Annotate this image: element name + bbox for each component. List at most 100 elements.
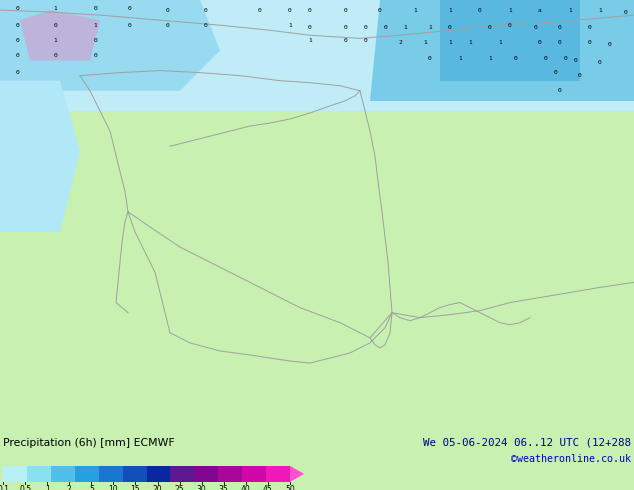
Text: 0: 0: [363, 38, 367, 43]
Text: 0: 0: [53, 53, 57, 58]
Bar: [51, 466, 75, 482]
Text: 1: 1: [448, 40, 452, 45]
Text: 1: 1: [423, 40, 427, 45]
Text: 0: 0: [308, 24, 312, 30]
Text: 2: 2: [398, 40, 402, 45]
Text: 0: 0: [258, 7, 262, 13]
Text: 0: 0: [203, 7, 207, 13]
Text: 0: 0: [308, 7, 312, 13]
Text: 1: 1: [53, 5, 57, 11]
Text: 0: 0: [488, 24, 492, 30]
Text: 0: 0: [16, 70, 20, 75]
Text: 0: 0: [166, 23, 170, 28]
Text: 0: 0: [93, 53, 97, 58]
Text: 1: 1: [288, 23, 292, 28]
Text: 0.1: 0.1: [0, 485, 9, 490]
Bar: [122, 466, 146, 482]
Text: 0: 0: [343, 38, 347, 43]
Text: 0: 0: [553, 70, 557, 75]
Text: 0: 0: [53, 23, 57, 28]
Text: 1: 1: [308, 38, 312, 43]
Text: 30: 30: [197, 485, 207, 490]
Text: 0: 0: [478, 7, 482, 13]
Text: 0: 0: [363, 24, 367, 30]
Text: 0: 0: [533, 24, 537, 30]
Text: 0: 0: [623, 10, 627, 15]
Text: 2: 2: [67, 485, 72, 490]
Text: 0: 0: [343, 7, 347, 13]
Bar: [3, 466, 27, 482]
Text: 50: 50: [285, 485, 295, 490]
Bar: [75, 466, 99, 482]
Text: 1: 1: [93, 23, 97, 28]
Text: 0: 0: [578, 73, 582, 78]
Polygon shape: [440, 0, 580, 81]
Text: 0: 0: [428, 56, 432, 61]
Bar: [218, 466, 242, 482]
Text: 0: 0: [448, 24, 452, 30]
Text: 0: 0: [588, 24, 592, 30]
Polygon shape: [20, 10, 100, 60]
Bar: [266, 466, 290, 482]
Text: 0: 0: [538, 40, 542, 45]
Text: 1: 1: [498, 40, 502, 45]
Text: 0: 0: [378, 7, 382, 13]
Text: 0: 0: [166, 7, 170, 13]
Text: 0: 0: [343, 24, 347, 30]
Text: 0: 0: [93, 5, 97, 11]
Text: 0: 0: [513, 56, 517, 61]
Text: 1: 1: [413, 7, 417, 13]
Text: 1: 1: [45, 485, 49, 490]
Bar: [146, 466, 171, 482]
Bar: [27, 466, 51, 482]
Text: 0: 0: [203, 23, 207, 28]
Text: 45: 45: [263, 485, 273, 490]
Text: 1: 1: [448, 7, 452, 13]
Text: 35: 35: [219, 485, 229, 490]
Text: 20: 20: [153, 485, 162, 490]
Text: 0: 0: [383, 24, 387, 30]
Text: 0: 0: [128, 23, 132, 28]
Text: Precipitation (6h) [mm] ECMWF: Precipitation (6h) [mm] ECMWF: [3, 438, 174, 448]
Text: 0.5: 0.5: [19, 485, 31, 490]
Text: 0: 0: [608, 42, 612, 47]
Text: 1: 1: [403, 24, 407, 30]
Text: 40: 40: [241, 485, 250, 490]
Text: 10: 10: [108, 485, 118, 490]
Text: 0: 0: [543, 56, 547, 61]
Text: We 05-06-2024 06..12 UTC (12+288: We 05-06-2024 06..12 UTC (12+288: [423, 438, 631, 448]
Text: 1: 1: [598, 7, 602, 13]
Text: 1: 1: [428, 24, 432, 30]
Text: 1: 1: [53, 38, 57, 43]
Bar: [242, 466, 266, 482]
Text: 1: 1: [488, 56, 492, 61]
Text: 0: 0: [16, 5, 20, 11]
Text: 0: 0: [558, 40, 562, 45]
Text: 0: 0: [563, 56, 567, 61]
Text: 0: 0: [558, 88, 562, 93]
Polygon shape: [0, 0, 220, 91]
Bar: [99, 466, 122, 482]
Text: 0: 0: [558, 24, 562, 30]
Text: 0: 0: [16, 53, 20, 58]
Text: 0: 0: [16, 38, 20, 43]
Polygon shape: [0, 0, 634, 111]
Text: 1: 1: [468, 40, 472, 45]
Text: 0: 0: [128, 5, 132, 11]
Bar: [195, 466, 218, 482]
Text: 0: 0: [16, 23, 20, 28]
Text: 15: 15: [131, 485, 140, 490]
Text: 25: 25: [175, 485, 184, 490]
Text: 1: 1: [508, 7, 512, 13]
Text: 0: 0: [508, 23, 512, 28]
Polygon shape: [0, 81, 80, 232]
Text: 0: 0: [288, 7, 292, 13]
Text: 1: 1: [568, 7, 572, 13]
Text: 0: 0: [588, 40, 592, 45]
Bar: [171, 466, 195, 482]
Polygon shape: [370, 0, 634, 101]
Text: a: a: [538, 7, 542, 13]
Text: ©weatheronline.co.uk: ©weatheronline.co.uk: [511, 454, 631, 464]
Text: 0: 0: [573, 58, 577, 63]
Text: 5: 5: [89, 485, 94, 490]
